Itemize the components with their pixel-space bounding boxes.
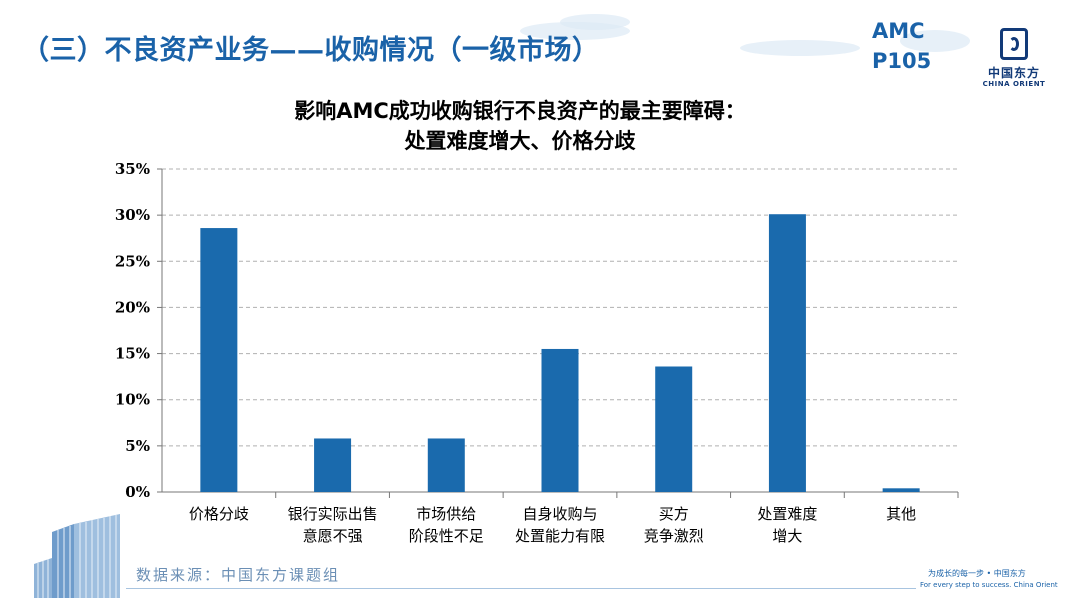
page-code-line2: P105 (872, 49, 932, 73)
building-illustration (34, 514, 120, 598)
chart-title-line1: 影响AMC成功收购银行不良资产的最主要障碍： (294, 99, 746, 123)
y-tick-label: 5% (125, 437, 150, 455)
x-tick-label: 价格分歧 (189, 505, 249, 523)
page-code: AMC P105 (872, 16, 931, 76)
page-code-line1: AMC (872, 19, 925, 43)
y-tick-label: 0% (125, 483, 150, 501)
bar (314, 438, 352, 492)
y-tick-label: 25% (115, 252, 150, 270)
y-tick-label: 35% (115, 160, 150, 178)
bar (768, 214, 806, 492)
x-tick-label: 银行实际出售 (288, 505, 378, 523)
footer-divider (126, 588, 916, 589)
x-tick-label: 竞争激烈 (644, 527, 704, 545)
x-tick-label: 意愿不强 (303, 527, 363, 545)
x-tick-label: 增大 (772, 527, 802, 545)
chart-title-line2: 处置难度增大、价格分歧 (404, 129, 636, 153)
logo-icon (1000, 28, 1028, 60)
bar (882, 488, 920, 492)
x-tick-label: 自身收购与 (522, 505, 597, 523)
y-tick-label: 20% (115, 298, 150, 316)
y-tick-label: 15% (115, 345, 150, 363)
x-tick-label: 处置难度 (757, 505, 817, 523)
bar (655, 366, 693, 492)
slogan-en: For every step to success. China Orient (920, 581, 1058, 589)
x-tick-label: 其他 (886, 505, 916, 523)
chart-title: 影响AMC成功收购银行不良资产的最主要障碍： 处置难度增大、价格分歧 (200, 96, 840, 156)
y-tick-label: 10% (115, 391, 150, 409)
y-tick-label: 30% (115, 206, 150, 224)
cloud-decoration (560, 14, 630, 30)
bar (427, 438, 465, 492)
x-tick-label: 市场供给 (416, 505, 476, 523)
x-tick-label: 买方 (659, 505, 689, 523)
data-source-note: 数据来源：中国东方课题组 (136, 566, 341, 584)
bar (200, 228, 238, 492)
cloud-decoration (900, 30, 970, 52)
bar (541, 348, 579, 492)
section-title: （三）不良资产业务——收购情况（一级市场） (22, 35, 600, 66)
slogan-cn: 为成长的每一步 • 中国东方 (928, 569, 1026, 578)
logo-name-cn: 中国东方 (987, 66, 1040, 80)
x-tick-label: 处置能力有限 (515, 527, 605, 545)
cloud-decoration (740, 40, 860, 56)
x-tick-label: 阶段性不足 (409, 527, 484, 545)
china-orient-logo: 中国东方 CHINA ORIENT (978, 28, 1048, 90)
logo-name-en: CHINA ORIENT (982, 80, 1046, 88)
